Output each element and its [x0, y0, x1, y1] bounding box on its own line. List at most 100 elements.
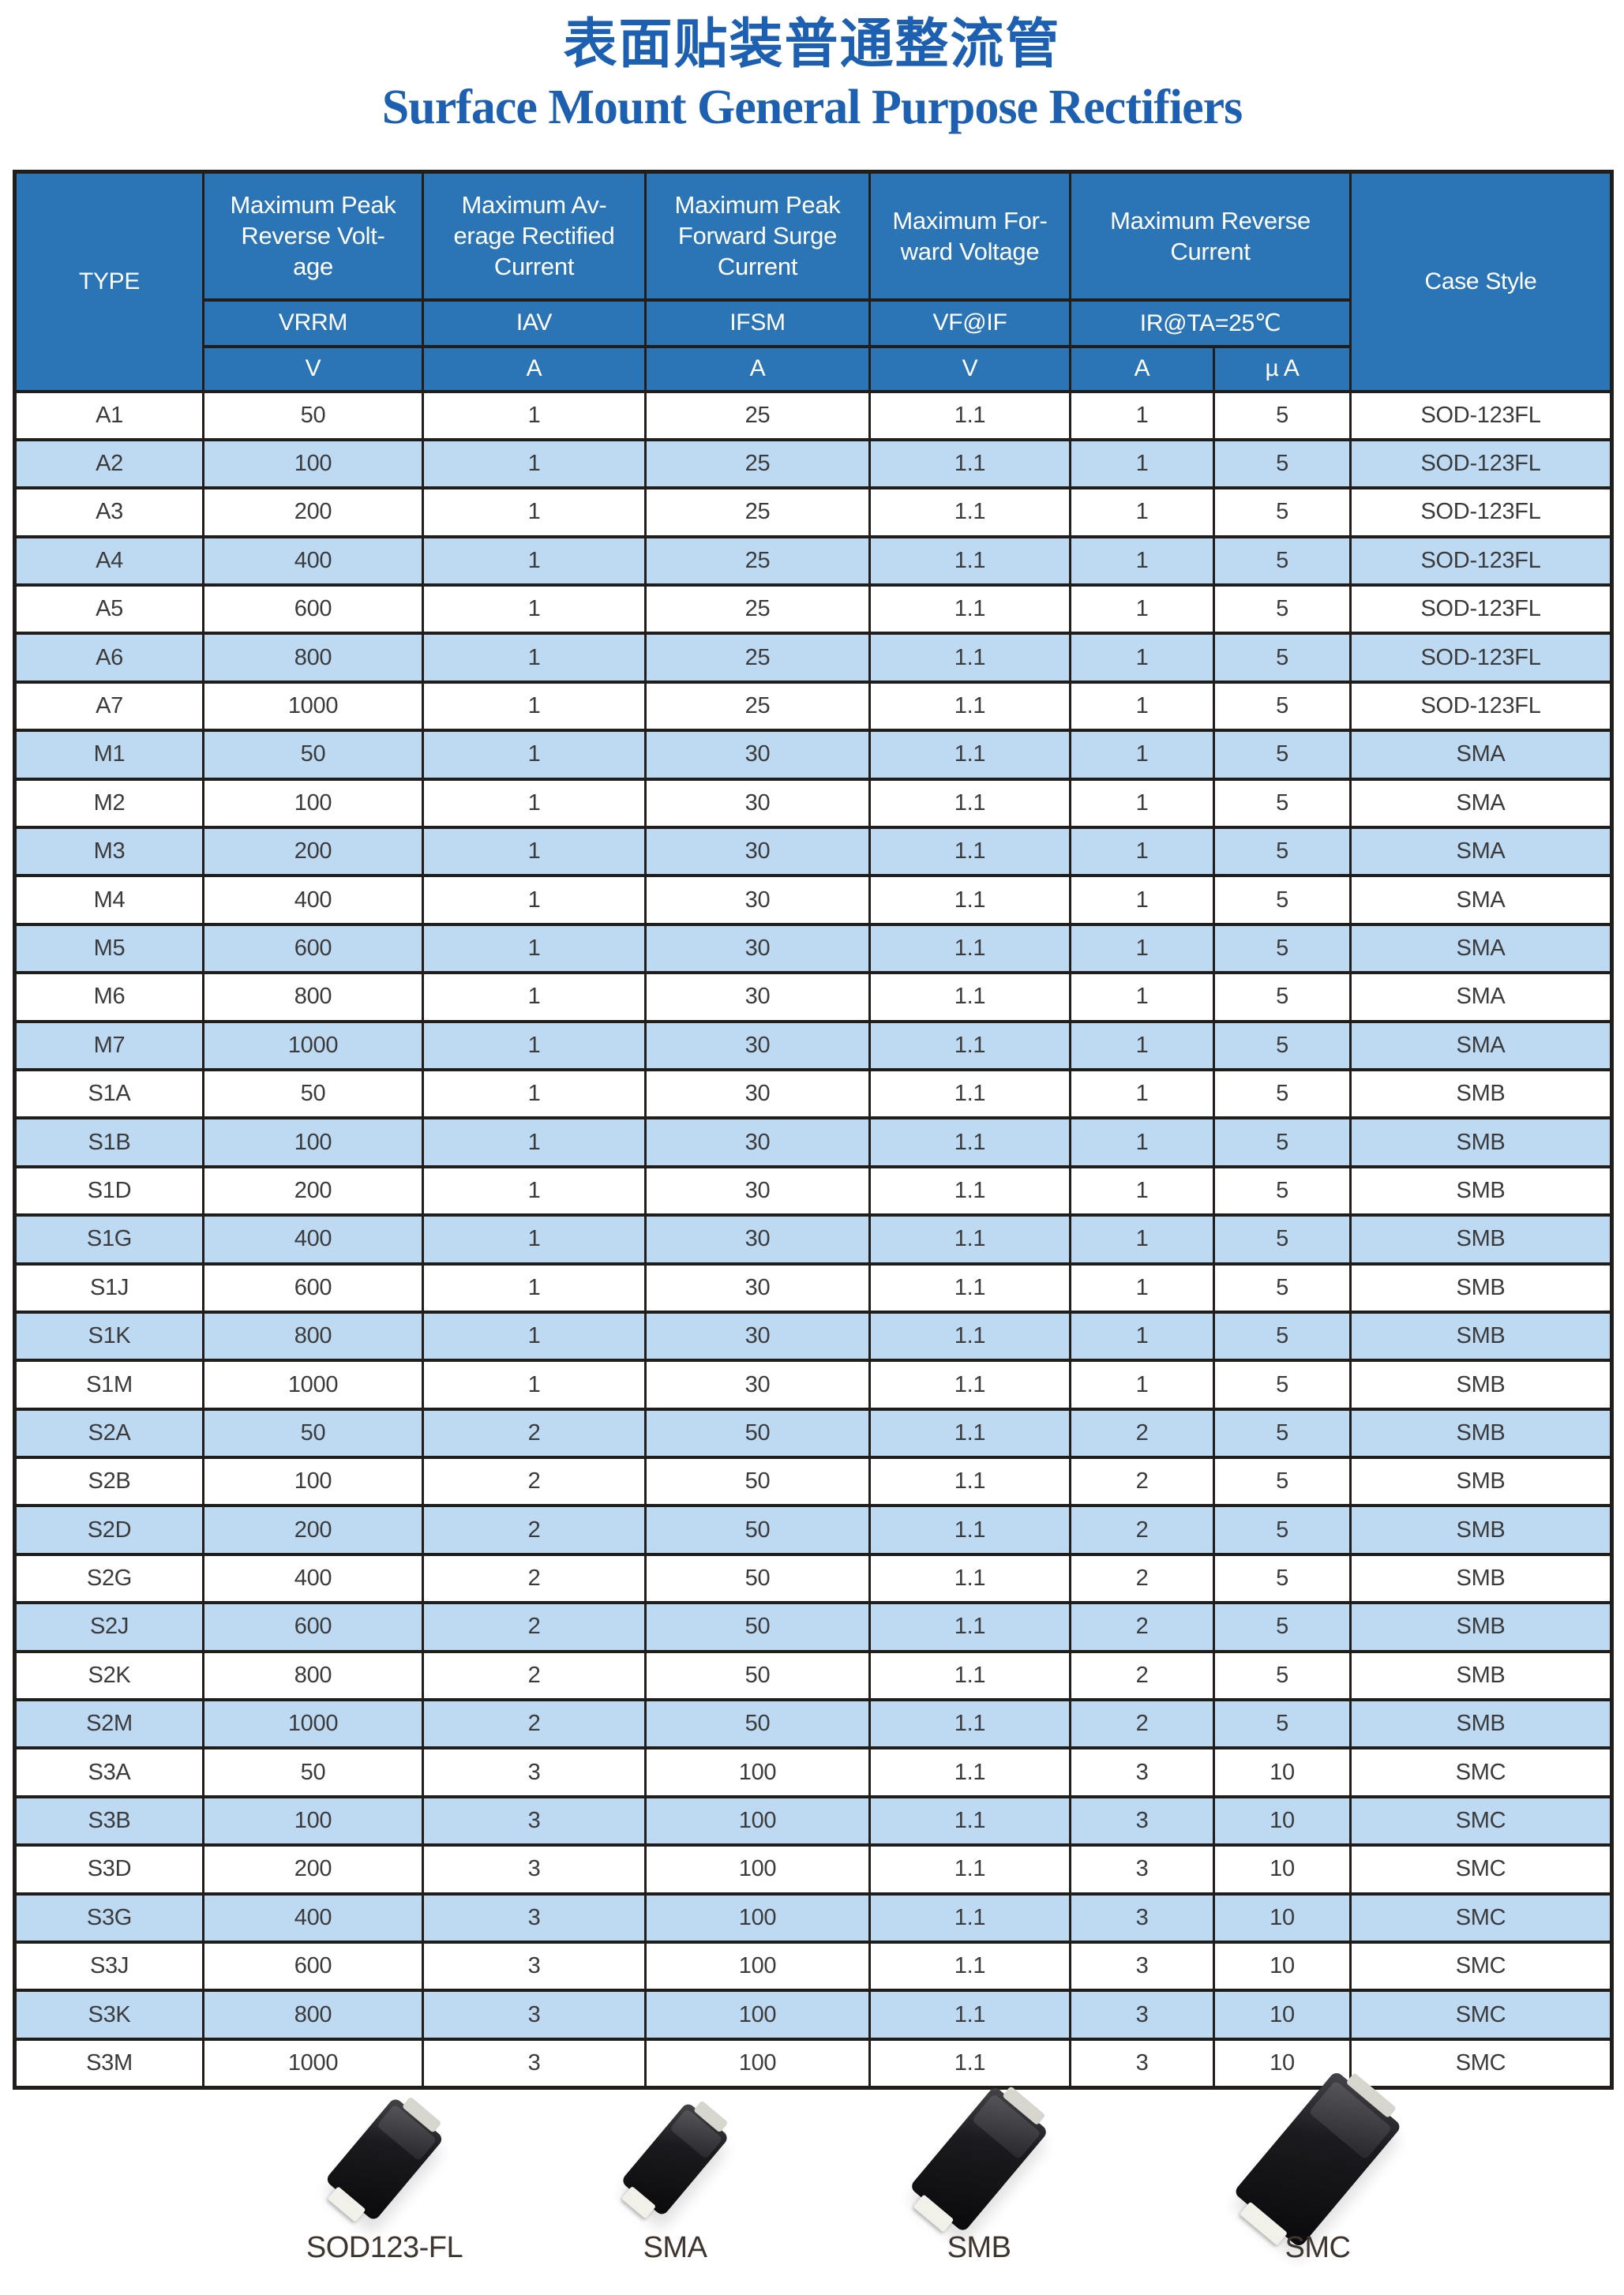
table-row: S2B 100 2 50 1.1 2 5 SMB	[13, 1456, 1614, 1508]
cell-vrrm: 50	[202, 1067, 424, 1120]
cell-ir-ua: 5	[1212, 1310, 1352, 1363]
cell-ifsm: 30	[644, 1310, 871, 1363]
cell-ir-a: 2	[1069, 1456, 1215, 1508]
cell-ir-ua: 5	[1212, 1407, 1352, 1460]
cell-vrrm: 100	[202, 1116, 424, 1168]
cell-ifsm: 30	[644, 1116, 871, 1168]
cell-iav: 1	[422, 1310, 647, 1363]
cell-ir-ua: 5	[1212, 1359, 1352, 1411]
cell-vf: 1.1	[868, 922, 1071, 975]
cell-ir-ua: 5	[1212, 1213, 1352, 1266]
cell-iav: 1	[422, 1262, 647, 1314]
table-row: S3K 800 3 100 1.1 3 10 SMC	[13, 1989, 1614, 2041]
cell-vrrm: 600	[202, 1940, 424, 1993]
unit-ir-amps: A	[1069, 344, 1215, 393]
cell-iav: 1	[422, 874, 647, 926]
cell-ir-a: 1	[1069, 1310, 1215, 1363]
cell-ir-a: 2	[1069, 1504, 1215, 1556]
cell-type: S3B	[13, 1794, 204, 1847]
cell-type: A1	[13, 389, 204, 441]
package-figure: SMB	[868, 2085, 1090, 2282]
cell-vf: 1.1	[868, 1116, 1071, 1168]
cell-case: SMB	[1349, 1552, 1614, 1605]
cell-ifsm: 25	[644, 437, 871, 490]
table-row: S1M 1000 1 30 1.1 1 5 SMB	[13, 1359, 1614, 1411]
column-header-max-average-rectified-current: Maximum Av- erage Rectified Current	[422, 170, 647, 302]
cell-case: SMB	[1349, 1456, 1614, 1508]
header-row-units: V A A V A µ A	[15, 344, 1612, 393]
cell-ir-ua: 5	[1212, 583, 1352, 636]
cell-ifsm: 30	[644, 1019, 871, 1071]
cell-ir-ua: 5	[1212, 680, 1352, 733]
cell-type: A2	[13, 437, 204, 490]
cell-ifsm: 25	[644, 534, 871, 587]
cell-case: SMA	[1349, 971, 1614, 1023]
cell-ir-a: 3	[1069, 1794, 1215, 1847]
cell-ir-a: 2	[1069, 1552, 1215, 1605]
table-row: S1J 600 1 30 1.1 1 5 SMB	[13, 1262, 1614, 1314]
unit-iav-amps: A	[422, 344, 647, 393]
cell-ir-a: 1	[1069, 632, 1215, 684]
column-header-max-peak-reverse-voltage: Maximum Peak Reverse Volt- age	[202, 170, 424, 302]
cell-iav: 1	[422, 1116, 647, 1168]
cell-case: SMA	[1349, 729, 1614, 781]
cell-ir-ua: 5	[1212, 1504, 1352, 1556]
cell-ifsm: 30	[644, 1067, 871, 1120]
cell-type: S3G	[13, 1892, 204, 1944]
cell-iav: 3	[422, 2037, 647, 2090]
cell-vf: 1.1	[868, 534, 1071, 587]
unit-vf-volts: V	[868, 344, 1071, 393]
cell-type: S2K	[13, 1649, 204, 1702]
cell-vrrm: 100	[202, 777, 424, 830]
cell-ir-ua: 5	[1212, 389, 1352, 441]
cell-iav: 1	[422, 389, 647, 441]
spec-table: TYPE Maximum Peak Reverse Volt- age Maxi…	[13, 170, 1615, 2090]
cell-ir-ua: 5	[1212, 1552, 1352, 1605]
package-figure: SMA	[564, 2092, 786, 2282]
table-row: A1 50 1 25 1.1 1 5 SOD-123FL	[13, 389, 1614, 441]
table-row: M5 600 1 30 1.1 1 5 SMA	[13, 922, 1614, 975]
symbol-vf-at-if: VF@IF	[868, 298, 1071, 348]
cell-vf: 1.1	[868, 1067, 1071, 1120]
cell-type: S2D	[13, 1504, 204, 1556]
cell-case: SMB	[1349, 1262, 1614, 1314]
cell-ifsm: 25	[644, 680, 871, 733]
cell-ifsm: 50	[644, 1601, 871, 1653]
cell-vrrm: 400	[202, 1892, 424, 1944]
cell-ir-ua: 5	[1212, 1698, 1352, 1750]
cell-case: SMA	[1349, 874, 1614, 926]
cell-iav: 1	[422, 922, 647, 975]
cell-type: M1	[13, 729, 204, 781]
table-row: S2A 50 2 50 1.1 2 5 SMB	[13, 1407, 1614, 1460]
cell-vf: 1.1	[868, 1940, 1071, 1993]
cell-type: A5	[13, 583, 204, 636]
cell-vrrm: 200	[202, 1843, 424, 1896]
table-row: A3 200 1 25 1.1 1 5 SOD-123FL	[13, 486, 1614, 538]
cell-ifsm: 30	[644, 1213, 871, 1266]
cell-type: A3	[13, 486, 204, 538]
cell-iav: 2	[422, 1552, 647, 1605]
cell-ir-a: 3	[1069, 1843, 1215, 1896]
unit-ifsm-amps: A	[644, 344, 871, 393]
package-top-facet	[376, 2103, 437, 2162]
cell-ir-a: 2	[1069, 1407, 1215, 1460]
cell-ir-ua: 5	[1212, 1067, 1352, 1120]
cell-ifsm: 100	[644, 1746, 871, 1798]
cell-ifsm: 25	[644, 389, 871, 441]
cell-ifsm: 50	[644, 1698, 871, 1750]
cell-ifsm: 30	[644, 1164, 871, 1217]
cell-ir-ua: 5	[1212, 1649, 1352, 1702]
page-title-chinese: 表面贴装普通整流管	[563, 13, 1061, 76]
cell-vf: 1.1	[868, 1213, 1071, 1266]
table-row: S2G 400 2 50 1.1 2 5 SMB	[13, 1552, 1614, 1605]
cell-ir-ua: 5	[1212, 971, 1352, 1023]
cell-type: S1G	[13, 1213, 204, 1266]
cell-type: S3J	[13, 1940, 204, 1993]
cell-ir-ua: 10	[1212, 2037, 1352, 2090]
cell-vrrm: 600	[202, 583, 424, 636]
cell-vrrm: 800	[202, 1989, 424, 2041]
cell-iav: 1	[422, 534, 647, 587]
cell-vf: 1.1	[868, 1359, 1071, 1411]
cell-ir-ua: 5	[1212, 1456, 1352, 1508]
cell-iav: 1	[422, 437, 647, 490]
